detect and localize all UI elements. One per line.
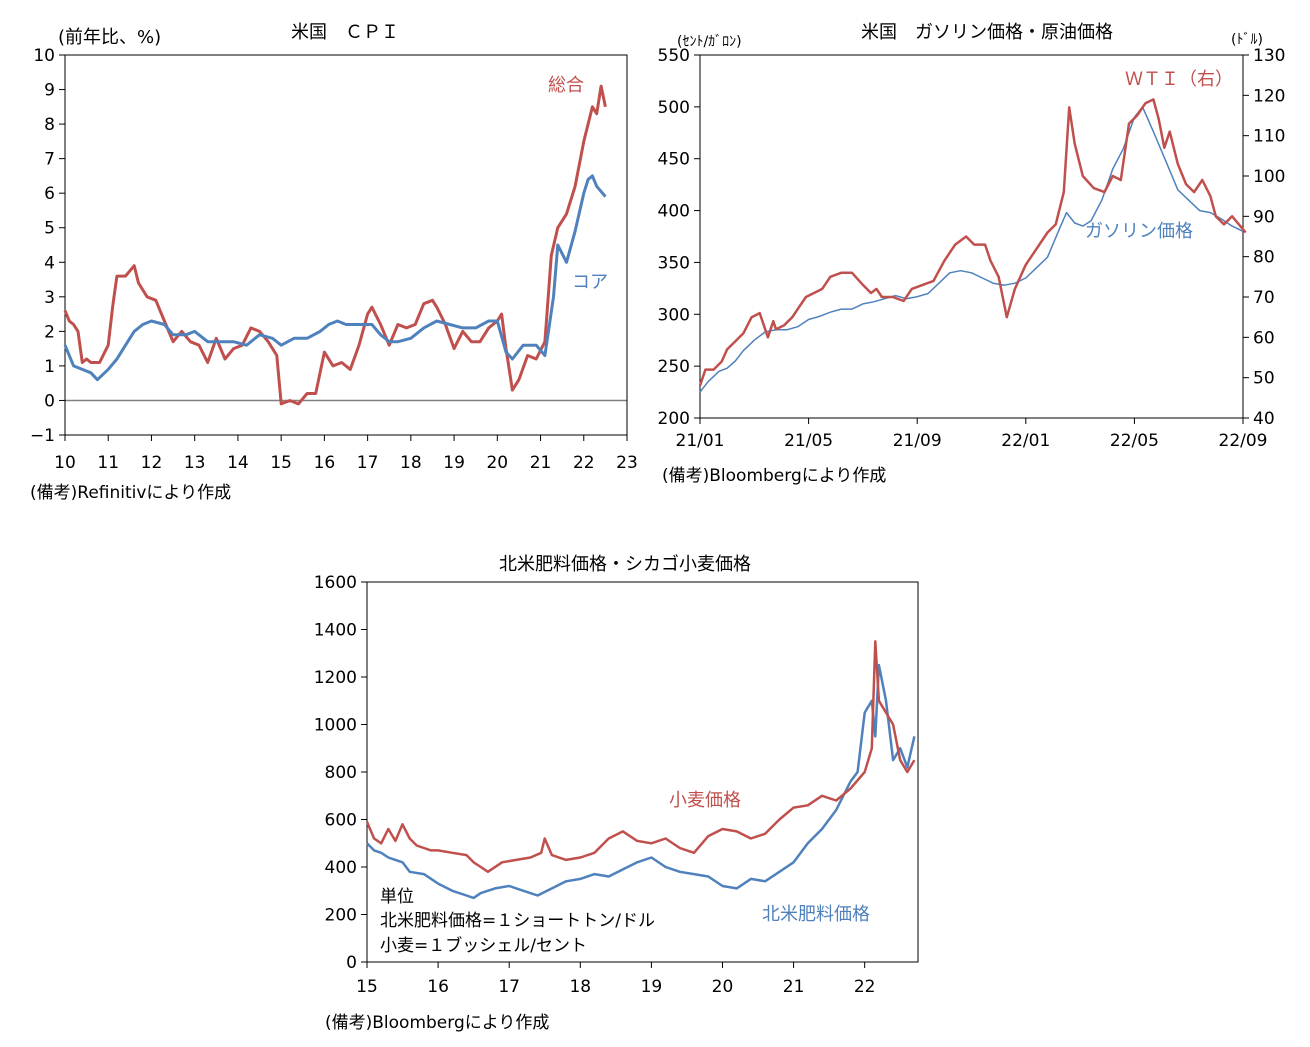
fw-y-tick-label: 1400 bbox=[314, 621, 357, 641]
fertilizer-label: 北米肥料価格 bbox=[762, 904, 870, 925]
cpi-x-tick-label: 12 bbox=[141, 453, 163, 473]
cpi-y-tick-label: 1 bbox=[44, 357, 55, 377]
fw-y-tick-label: 800 bbox=[325, 763, 357, 783]
fw-y-tick-label: 200 bbox=[325, 906, 357, 926]
gasoline-left-axis-unit: (ｾﾝﾄ/ｶﾞﾛﾝ) bbox=[677, 34, 742, 50]
wti-price-line bbox=[698, 98, 1247, 387]
gasoline-x-tick-label: 21/05 bbox=[784, 431, 833, 451]
fw-y-tick-label: 1200 bbox=[314, 668, 357, 688]
gasoline-left-tick-label: 350 bbox=[658, 253, 690, 273]
gasoline-label-gasoline: ガソリン価格 bbox=[1085, 221, 1193, 242]
cpi-x-tick-label: 21 bbox=[530, 453, 552, 473]
cpi-chart-title: 米国 ＣＰＩ bbox=[291, 22, 399, 43]
fertilizer-wheat-source-note: (備考)Bloombergにより作成 bbox=[325, 1013, 549, 1033]
gasoline-right-axis-unit: (ﾄﾞﾙ) bbox=[1231, 32, 1263, 48]
fw-y-tick-label: 1000 bbox=[314, 716, 357, 736]
fw-y-tick-label: 1600 bbox=[314, 573, 357, 593]
gasoline-label-wti: ＷＴＩ（右） bbox=[1125, 69, 1233, 90]
cpi-y-tick-label: 9 bbox=[44, 81, 55, 101]
units-box-wheat: 小麦=１ブッシェル/セント bbox=[380, 935, 587, 956]
wheat-price-line bbox=[365, 640, 916, 874]
gasoline-right-tick-label: 130 bbox=[1253, 46, 1285, 66]
gasoline-source-note: (備考)Bloombergにより作成 bbox=[662, 466, 886, 486]
fw-x-tick-label: 20 bbox=[712, 977, 734, 997]
gasoline-left-tick-label: 550 bbox=[658, 46, 690, 66]
cpi-x-tick-label: 11 bbox=[97, 453, 119, 473]
cpi-x-tick-label: 16 bbox=[314, 453, 336, 473]
gasoline-left-tick-label: 500 bbox=[658, 98, 690, 118]
gasoline-x-tick-label: 22/01 bbox=[1001, 431, 1050, 451]
gasoline-chart: 米国 ガソリン価格・原油価格 (ｾﾝﾄ/ｶﾞﾛﾝ) (ﾄﾞﾙ) 550 500 45… bbox=[658, 22, 1286, 486]
gasoline-right-tick-label: 60 bbox=[1253, 328, 1275, 348]
gasoline-left-tick-label: 300 bbox=[658, 305, 690, 325]
units-box-title: 単位 bbox=[380, 887, 414, 907]
cpi-x-tick-label: 22 bbox=[573, 453, 595, 473]
gasoline-plot-area bbox=[699, 54, 1244, 419]
cpi-source-note: (備考)Refinitivにより作成 bbox=[30, 483, 231, 503]
fertilizer-price-line bbox=[366, 663, 916, 900]
gasoline-right-tick-label: 70 bbox=[1253, 288, 1275, 308]
cpi-y-axis-label: (前年比、%) bbox=[58, 27, 161, 48]
gasoline-right-tick-label: 80 bbox=[1253, 248, 1275, 268]
gasoline-left-tick-label: 400 bbox=[658, 202, 690, 222]
gasoline-right-tick-label: 100 bbox=[1253, 167, 1285, 187]
fw-x-tick-label: 17 bbox=[498, 977, 520, 997]
gasoline-right-tick-label: 110 bbox=[1253, 127, 1285, 147]
cpi-y-tick-label: 0 bbox=[44, 391, 55, 411]
gasoline-left-tick-label: 250 bbox=[658, 357, 690, 377]
gasoline-left-tick-label: 200 bbox=[658, 409, 690, 429]
gasoline-price-line bbox=[699, 106, 1244, 393]
gasoline-chart-title: 米国 ガソリン価格・原油価格 bbox=[861, 22, 1113, 43]
cpi-y-tick-label: 2 bbox=[44, 322, 55, 342]
cpi-x-tick-label: 14 bbox=[227, 453, 249, 473]
cpi-x-tick-label: 18 bbox=[400, 453, 422, 473]
fw-x-tick-label: 15 bbox=[356, 977, 378, 997]
cpi-y-tick-label: 4 bbox=[44, 253, 55, 273]
cpi-plot-area bbox=[64, 54, 628, 436]
fertilizer-wheat-chart-title: 北米肥料価格・シカゴ小麦価格 bbox=[499, 554, 751, 575]
fertilizer-wheat-chart: 北米肥料価格・シカゴ小麦価格 1600 1400 1200 1000 800 600 400… bbox=[314, 554, 919, 1033]
gasoline-x-tick-label: 22/09 bbox=[1219, 431, 1268, 451]
units-box-fertilizer: 北米肥料価格=１ショートトン/ドル bbox=[380, 911, 655, 931]
cpi-y-tick-label: −1 bbox=[30, 426, 55, 446]
cpi-x-tick-label: 19 bbox=[443, 453, 465, 473]
wheat-label: 小麦価格 bbox=[669, 790, 741, 811]
cpi-y-tick-label: 3 bbox=[44, 288, 55, 308]
fw-x-tick-label: 22 bbox=[854, 977, 876, 997]
fw-y-tick-label: 600 bbox=[325, 811, 357, 831]
cpi-label-headline: 総合 bbox=[548, 75, 584, 96]
cpi-x-tick-label: 23 bbox=[616, 453, 638, 473]
fw-x-tick-label: 18 bbox=[569, 977, 591, 997]
fw-x-tick-label: 16 bbox=[427, 977, 449, 997]
fw-y-tick-label: 0 bbox=[346, 953, 357, 973]
cpi-core-line bbox=[63, 174, 607, 382]
gasoline-left-tick-label: 450 bbox=[658, 150, 690, 170]
cpi-x-tick-label: 15 bbox=[270, 453, 292, 473]
fw-y-tick-label: 400 bbox=[325, 858, 357, 878]
cpi-y-tick-label: 8 bbox=[44, 115, 55, 135]
cpi-y-tick-label: 10 bbox=[33, 46, 55, 66]
cpi-x-tick-label: 10 bbox=[54, 453, 76, 473]
gasoline-right-tick-label: 40 bbox=[1253, 409, 1275, 429]
gasoline-x-tick-label: 21/09 bbox=[893, 431, 942, 451]
cpi-y-tick-label: 5 bbox=[44, 219, 55, 239]
cpi-x-tick-label: 20 bbox=[486, 453, 508, 473]
cpi-x-tick-label: 13 bbox=[184, 453, 206, 473]
cpi-headline-line bbox=[63, 84, 607, 406]
gasoline-right-tick-label: 50 bbox=[1253, 369, 1275, 389]
gasoline-right-tick-label: 120 bbox=[1253, 86, 1285, 106]
gasoline-x-tick-label: 22/05 bbox=[1110, 431, 1159, 451]
gasoline-right-tick-label: 90 bbox=[1253, 207, 1275, 227]
cpi-x-tick-label: 17 bbox=[357, 453, 379, 473]
cpi-y-tick-label: 7 bbox=[44, 150, 55, 170]
cpi-label-core: コア bbox=[572, 272, 608, 293]
fw-x-tick-label: 21 bbox=[783, 977, 805, 997]
fw-x-tick-label: 19 bbox=[641, 977, 663, 997]
cpi-y-tick-label: 6 bbox=[44, 184, 55, 204]
gasoline-x-tick-label: 21/01 bbox=[676, 431, 725, 451]
